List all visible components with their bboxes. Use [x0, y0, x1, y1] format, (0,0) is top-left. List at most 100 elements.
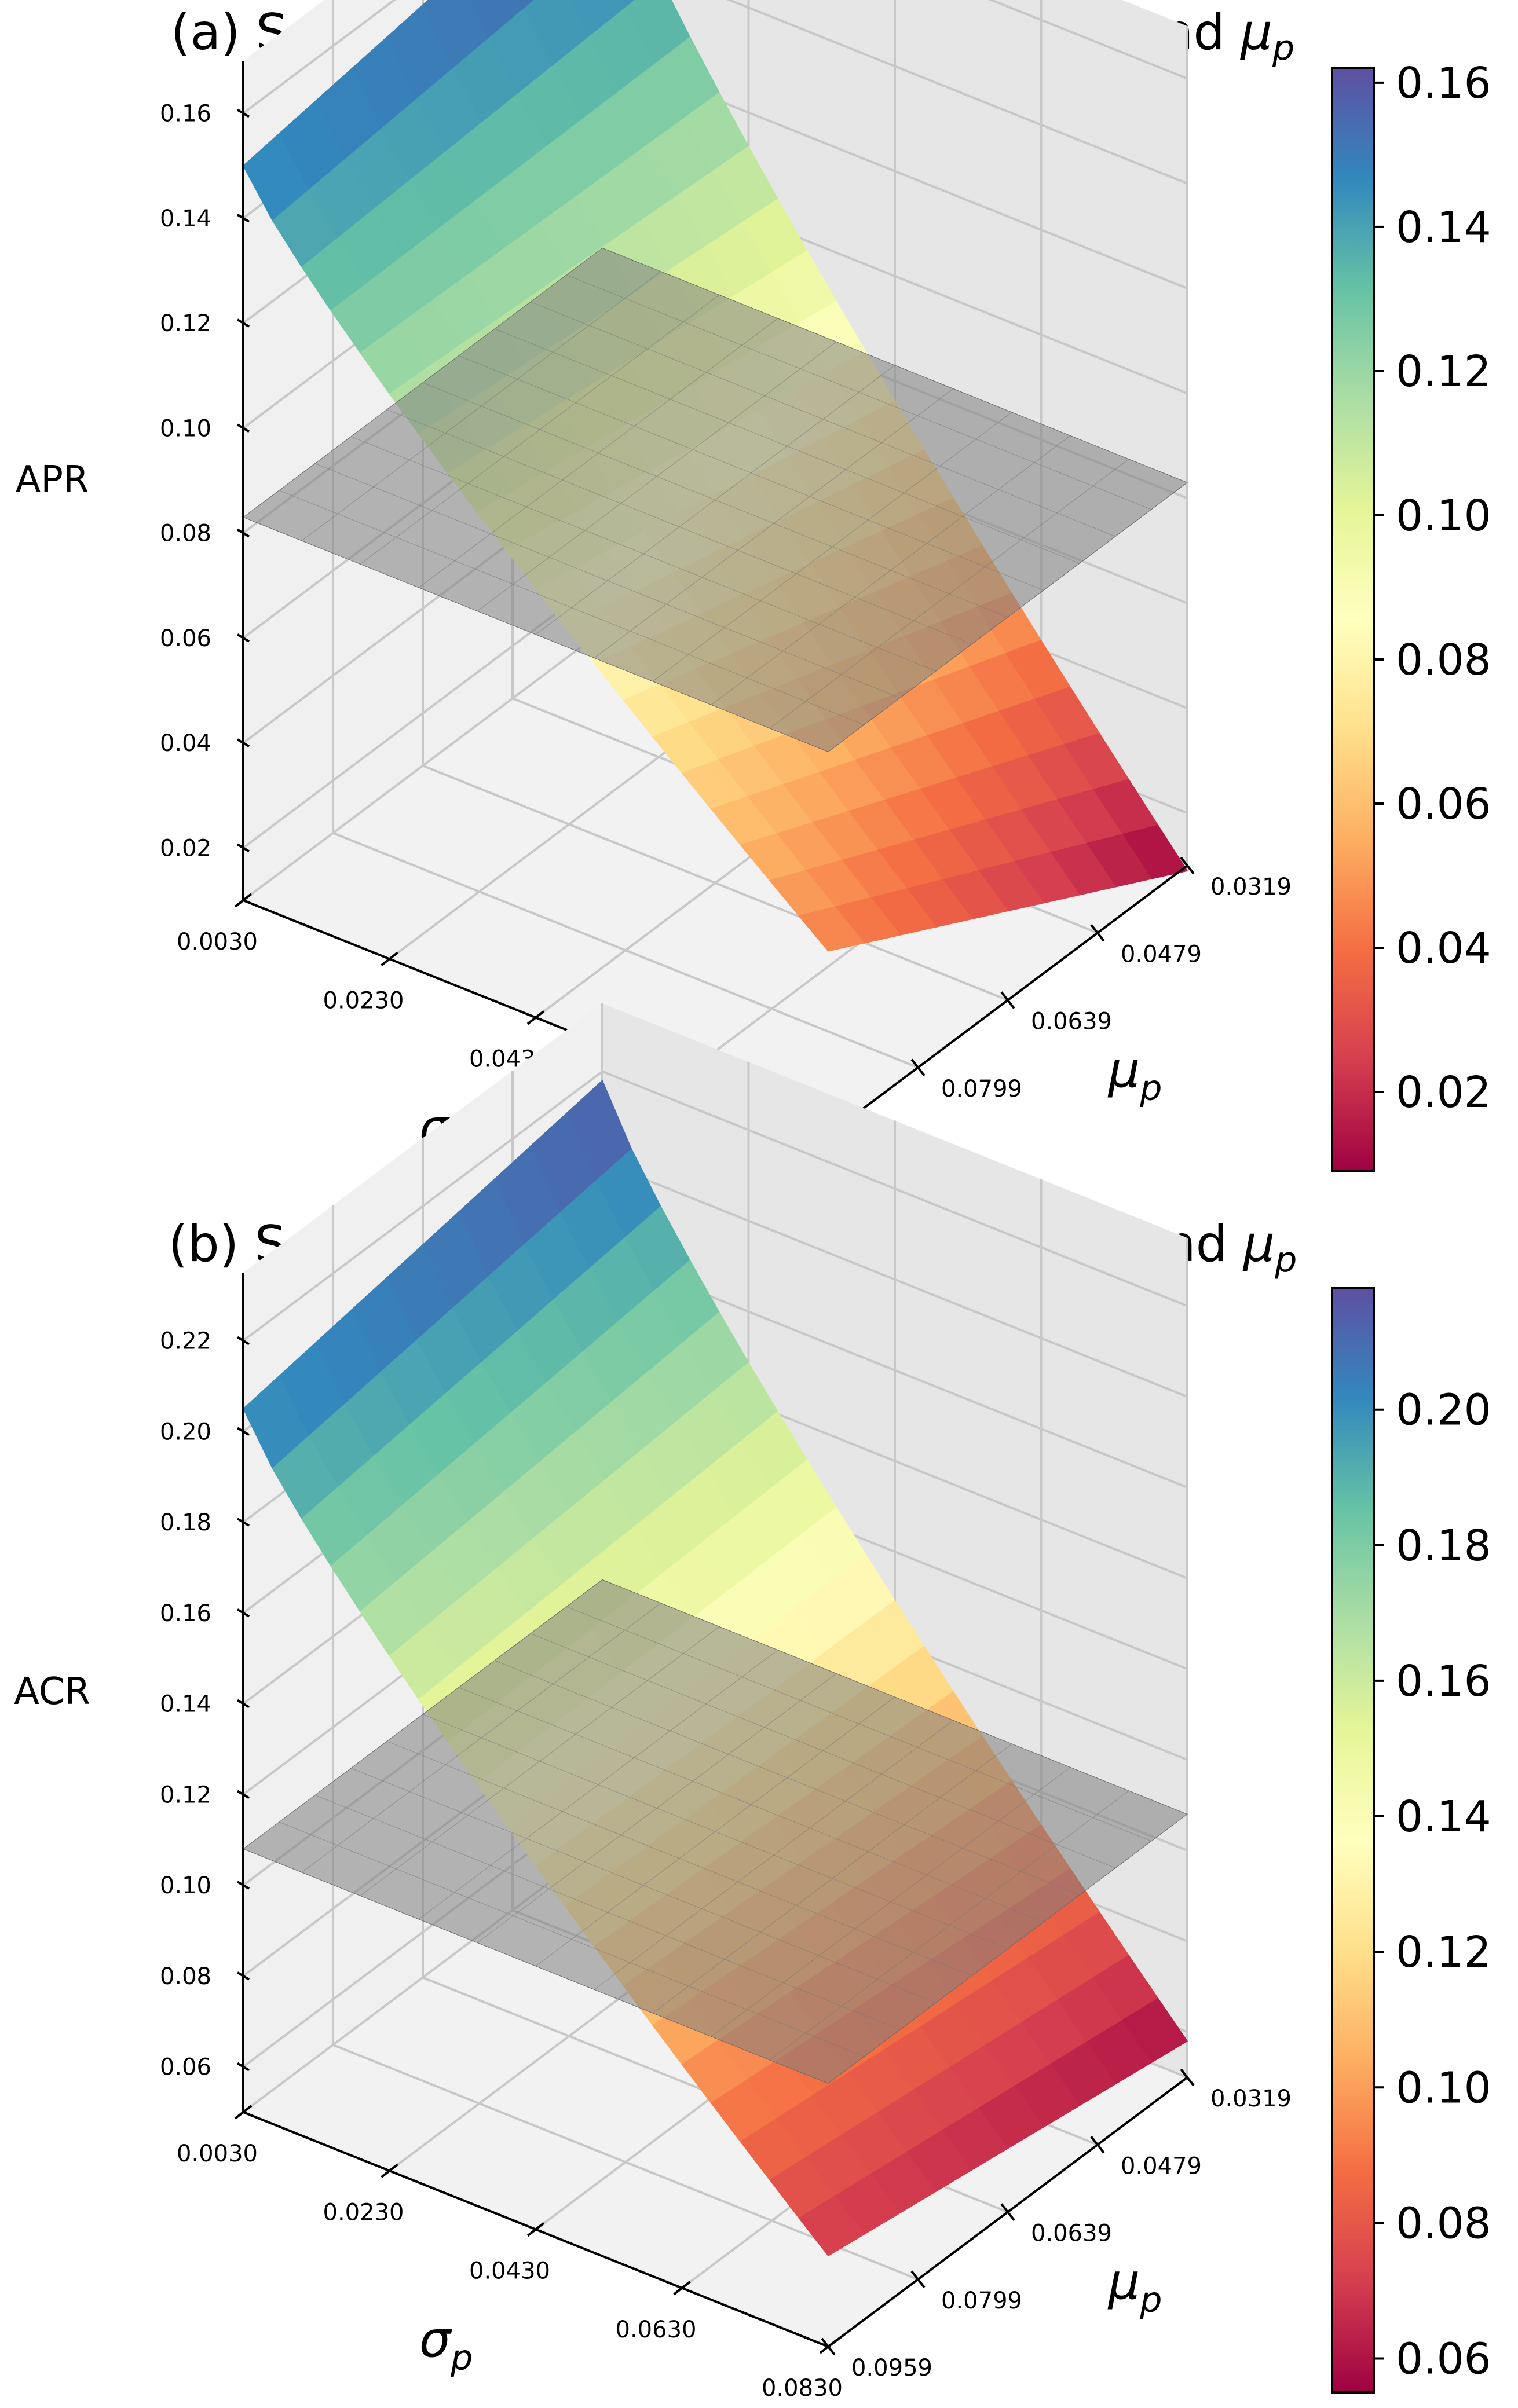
- z-tick-label: 0.08: [160, 1963, 211, 1990]
- sigma-tick-label: 0.0030: [177, 929, 258, 955]
- axis-tick: [236, 1427, 250, 1436]
- axis-tick: [1180, 2068, 1195, 2087]
- z-tick-label: 0.10: [160, 1872, 211, 1899]
- plane-mesh-line: [594, 1720, 954, 1990]
- axis-tick: [1090, 2136, 1105, 2154]
- mu-tick-label: 0.0479: [1121, 941, 1202, 967]
- axis-tick: [236, 1699, 250, 1709]
- panel-a-reference-plane: [242, 247, 1188, 752]
- axis-tick: [236, 318, 250, 328]
- plane-mesh-line: [769, 459, 1129, 729]
- z-tick-label: 0.08: [160, 521, 211, 547]
- panel-b-reference-plane: [242, 1579, 1188, 2084]
- z-tick-label: 0.12: [160, 1782, 211, 1808]
- colorbar-tick-label: 0.10: [1396, 2063, 1491, 2113]
- plane-mesh-line: [314, 463, 901, 698]
- colorbar-tick-label: 0.16: [1396, 58, 1491, 108]
- axis-tick: [236, 738, 250, 747]
- mu-tick-label: 0.0959: [851, 2355, 932, 2381]
- plane-mesh-line: [422, 382, 1008, 618]
- z-tick-label: 0.16: [160, 1600, 211, 1627]
- mu-tick-label: 0.0799: [941, 2288, 1022, 2314]
- axis-tick: [236, 1608, 250, 1618]
- colorbar-tick-label: 0.20: [1396, 1386, 1491, 1435]
- axis-tick: [236, 2062, 250, 2072]
- colorbar-tick-label: 0.08: [1396, 2198, 1491, 2248]
- z-tick-label: 0.12: [160, 310, 211, 337]
- colorbar-tick-label: 0.06: [1396, 779, 1491, 829]
- plane-mesh-line: [711, 435, 1071, 705]
- z-tick-label: 0.18: [160, 1509, 211, 1536]
- axis-tick: [526, 1010, 545, 1025]
- axis-tick: [381, 951, 398, 966]
- grid-line: [332, 831, 919, 1069]
- z-tick-label: 0.14: [160, 206, 211, 232]
- grid-line: [242, 1070, 603, 1342]
- grid-line: [422, 764, 1008, 1002]
- z-tick-label: 0.10: [160, 415, 211, 442]
- mu-tick-label: 0.0799: [941, 1076, 1022, 1102]
- axis-tick: [821, 2337, 836, 2356]
- panel-a: (a) Sensitivity of APR to changes in σp …: [16, 0, 1491, 1190]
- plane-mesh-line: [314, 1794, 901, 2030]
- sigma-tick-label: 0.0230: [323, 2199, 404, 2226]
- grid-line: [726, 0, 1188, 185]
- axis-tick: [910, 2270, 926, 2288]
- colorbar-tick-label: 0.04: [1396, 923, 1491, 973]
- colorbar-tick-label: 0.12: [1396, 1927, 1491, 1977]
- z-tick-label: 0.14: [160, 1691, 211, 1718]
- surface-patch: [798, 906, 865, 952]
- axis-tick: [236, 214, 250, 223]
- z-tick-label: 0.02: [160, 835, 211, 862]
- axis-tick: [236, 633, 250, 643]
- plane-mesh-line: [711, 1767, 1071, 2037]
- mu-tick-label: 0.0479: [1121, 2153, 1202, 2179]
- z-tick-label: 0.06: [160, 625, 211, 652]
- axis-tick: [910, 1058, 926, 1076]
- grid-line: [602, 1161, 1188, 1398]
- colorbar-gradient: [1331, 1287, 1375, 2394]
- plane-mesh-line: [652, 1743, 1012, 2014]
- colorbar-tick-label: 0.12: [1396, 347, 1491, 397]
- axis-tick: [1000, 991, 1015, 1009]
- colorbar-tick-label: 0.18: [1396, 1521, 1491, 1571]
- colorbar-tick-label: 0.16: [1396, 1656, 1491, 1706]
- z-tick-label: 0.06: [160, 2054, 211, 2081]
- panel-b: (b) Sensitivity of ACR to changes in σp …: [14, 1003, 1491, 2402]
- mu-tick-label: 0.0639: [1031, 1009, 1112, 1035]
- plane-mesh-line: [279, 1821, 865, 2057]
- plane-mesh-line: [652, 412, 1012, 682]
- plane-mesh-line: [350, 436, 937, 672]
- z-tick-label: 0.22: [160, 1328, 211, 1355]
- axis-tick: [526, 2222, 545, 2237]
- plane-mesh-line: [769, 1790, 1129, 2061]
- sigma-axis-label: σp: [419, 2311, 473, 2378]
- axis-tick: [1090, 924, 1105, 942]
- z-tick-label: 0.04: [160, 730, 211, 757]
- mu-axis-label: μp: [1107, 1042, 1162, 1109]
- colorbar-tick-label: 0.02: [1396, 1068, 1491, 1117]
- axis-tick: [1000, 2203, 1015, 2221]
- plane-mesh-line: [386, 1740, 972, 1976]
- colorbar-tick-label: 0.08: [1396, 635, 1491, 685]
- colorbar-tick-label: 0.06: [1396, 2334, 1491, 2384]
- axis-tick: [236, 1790, 250, 1799]
- plane-mesh-line: [350, 1768, 937, 2003]
- z-axis-label: APR: [16, 459, 89, 501]
- panel-b-colorbar: 0.06 0.08 0.10 0.12 0.14 0.16 0.18 0.20: [1331, 1287, 1491, 2394]
- colorbar-tick-label: 0.14: [1396, 203, 1491, 252]
- axis-tick: [236, 108, 250, 118]
- colorbar-tick-label: 0.10: [1396, 491, 1491, 541]
- panel-a-colorbar: 0.02 0.04 0.06 0.08 0.10 0.12 0.14 0.16: [1331, 58, 1491, 1172]
- axis-tick: [236, 423, 250, 433]
- sigma-tick-label: 0.0830: [762, 2375, 843, 2402]
- axis-tick: [236, 1881, 250, 1890]
- mu-tick-label: 0.0319: [1210, 2086, 1292, 2112]
- grid-line: [988, 0, 1188, 80]
- mu-tick-label: 0.0639: [1031, 2220, 1112, 2247]
- sigma-tick-label: 0.0030: [177, 2141, 258, 2167]
- axis-tick: [1180, 856, 1195, 875]
- axis-tick: [236, 528, 250, 538]
- plane-mesh-line: [422, 1714, 1008, 1949]
- sigma-tick-label: 0.0630: [616, 2317, 697, 2343]
